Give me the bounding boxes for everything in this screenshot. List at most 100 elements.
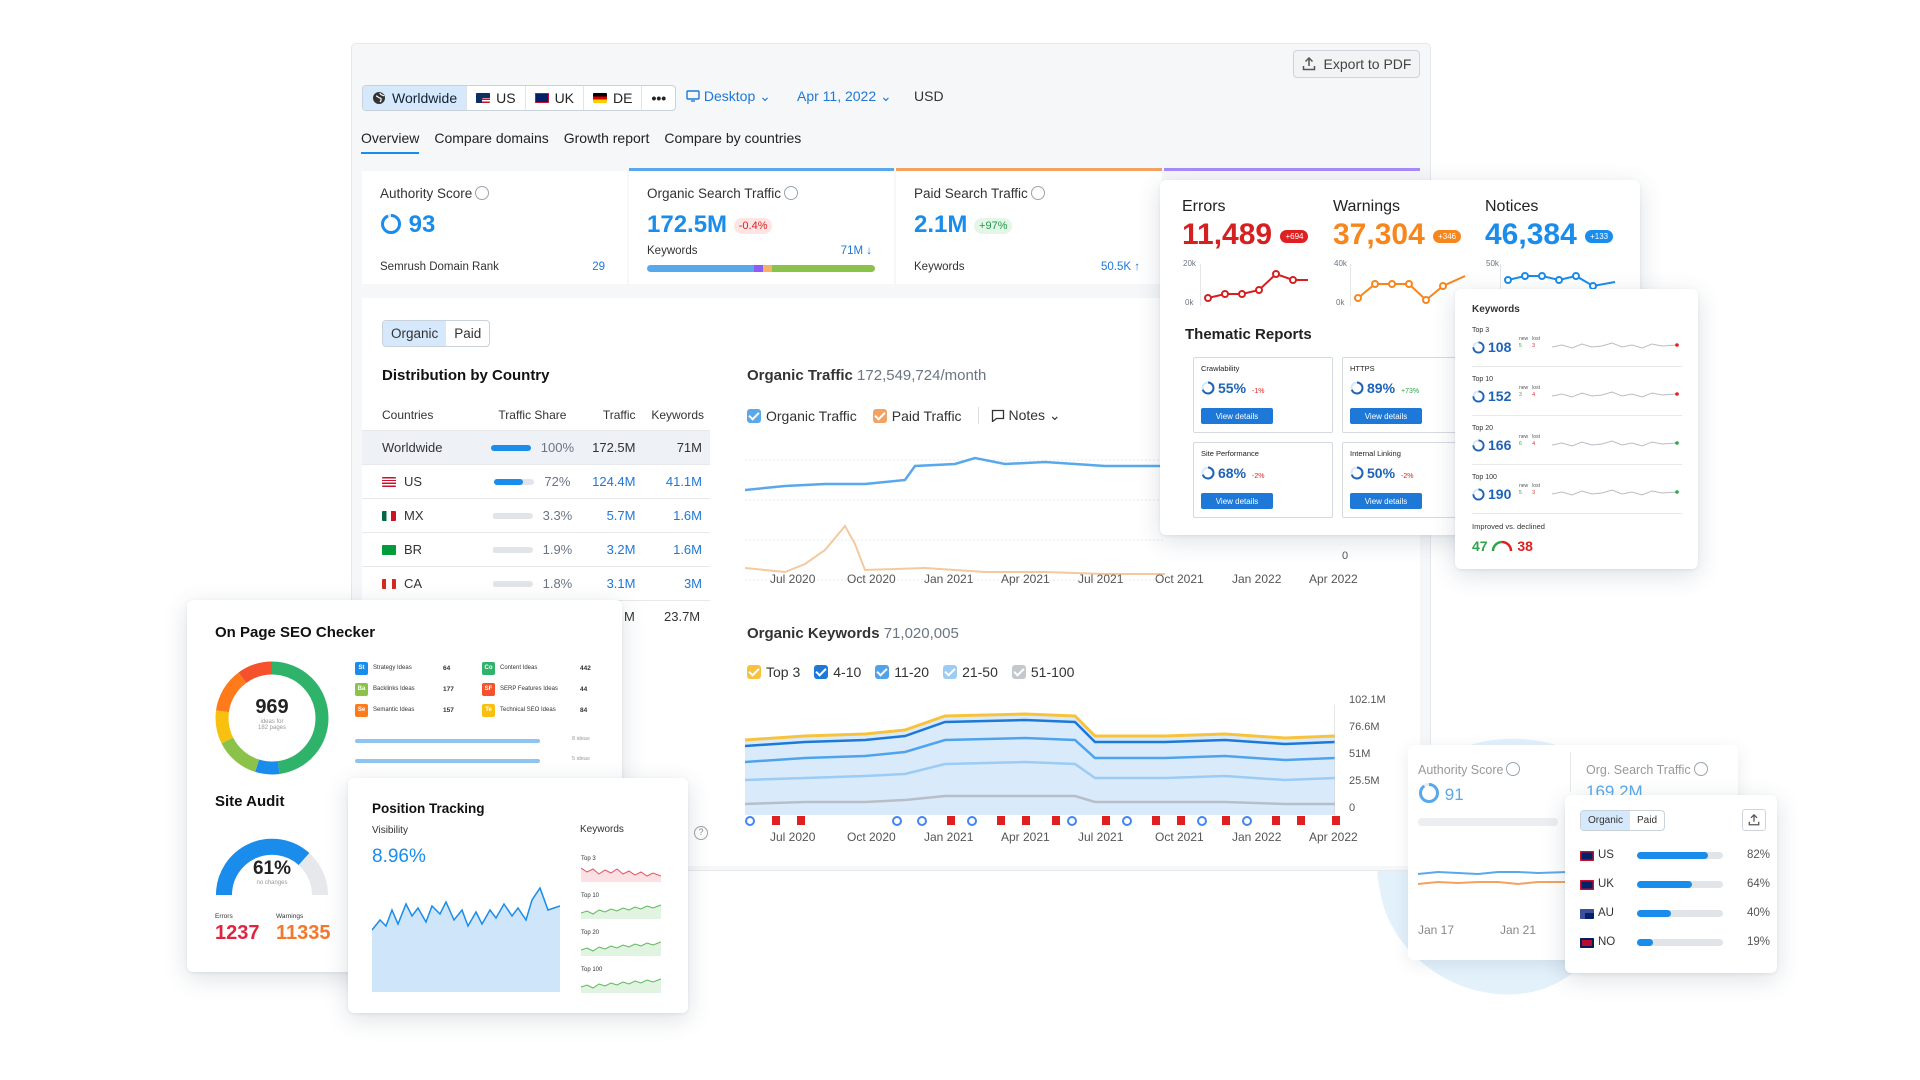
idea-name[interactable]: SERP Features Ideas xyxy=(500,686,558,692)
legend-top3[interactable]: Top 3 xyxy=(747,664,800,680)
x-tick-label: Jul 2020 xyxy=(770,830,816,844)
notes-dropdown[interactable]: Notes ⌄ xyxy=(977,407,1061,424)
tab-overview[interactable]: Overview xyxy=(361,130,420,154)
idea-name[interactable]: Content Ideas xyxy=(500,665,538,671)
keywords-cell[interactable]: 1.6M xyxy=(641,532,710,567)
divider xyxy=(1570,752,1571,792)
info-icon[interactable] xyxy=(1030,186,1045,200)
kw-row-value-block[interactable]: 190 xyxy=(1472,486,1511,502)
legend-51-100[interactable]: 51-100 xyxy=(1011,664,1074,680)
ok-legend: Top 3 4-10 11-20 21-50 51-100 xyxy=(747,664,1074,680)
traffic-cell[interactable]: 3.2M xyxy=(582,532,642,567)
tab-us[interactable]: US xyxy=(467,86,526,110)
toggle-organic[interactable]: Organic xyxy=(383,321,447,346)
kw-row-value-block[interactable]: 108 xyxy=(1472,339,1511,355)
device-selector[interactable]: Desktop ⌄ xyxy=(686,88,771,105)
col-keywords: Keywords xyxy=(641,400,710,431)
keywords-cell[interactable]: 1.6M xyxy=(641,498,710,533)
table-row[interactable]: MX 3.3% 5.7M 1.6M xyxy=(362,498,710,533)
share-bar-fill xyxy=(492,547,497,554)
keywords-cell[interactable]: 41.1M xyxy=(641,464,710,499)
country-flag-icon xyxy=(382,578,396,589)
legend-4-10[interactable]: 4-10 xyxy=(814,664,861,680)
idea-name[interactable]: Backlinks Ideas xyxy=(373,686,415,692)
pt-keywords-label: Keywords xyxy=(580,824,624,835)
audit-warnings-label: Warnings xyxy=(276,913,304,920)
thematic-report-card[interactable]: Site Performance 68% -2% View details xyxy=(1193,442,1333,518)
geo-bar-fill xyxy=(1637,939,1654,946)
idea-name[interactable]: Technical SEO Ideas xyxy=(500,707,556,713)
legend-label: 21-50 xyxy=(962,664,998,680)
keywords-cell[interactable]: 3M xyxy=(641,566,710,601)
view-details-button[interactable]: View details xyxy=(1350,408,1422,424)
lost-value: 4 xyxy=(1532,441,1535,447)
geo-row[interactable]: AU 40% xyxy=(1580,906,1770,922)
kpi-subval[interactable]: 50.5K ↑ xyxy=(1101,261,1140,273)
table-row[interactable]: Worldwide 100% 172.5M 71M xyxy=(362,430,710,465)
ideas-total: 969 ideas for 182 pages xyxy=(214,696,330,731)
metric-label: Errors xyxy=(1182,198,1226,215)
geo-toggle-paid[interactable]: Paid xyxy=(1637,815,1658,826)
traffic-cell[interactable]: 124.4M xyxy=(582,464,642,499)
markers-strip xyxy=(745,816,1340,826)
traffic-cell[interactable]: 5.7M xyxy=(582,498,642,533)
kpi-subval[interactable]: 29 xyxy=(592,261,605,273)
distribution-table: Countries Traffic Share Traffic Keywords… xyxy=(362,400,710,601)
geo-toggle-organic[interactable]: Organic xyxy=(1581,811,1631,830)
tab-compare-domains[interactable]: Compare domains xyxy=(434,130,549,146)
tab-compare-countries[interactable]: Compare by countries xyxy=(664,130,802,146)
table-row[interactable]: US 72% 124.4M 41.1M xyxy=(362,464,710,499)
tab-uk[interactable]: UK xyxy=(526,86,585,110)
legend-organic-traffic[interactable]: Organic Traffic xyxy=(747,408,857,424)
info-icon[interactable] xyxy=(475,186,490,200)
site-audit-sub: no changes xyxy=(256,880,288,886)
more-databases-button[interactable]: ••• xyxy=(642,86,675,110)
kw-row-value-block[interactable]: 166 xyxy=(1472,437,1511,453)
cmp-authority-value: 91 xyxy=(1444,785,1464,804)
idea-name[interactable]: Strategy Ideas xyxy=(373,665,412,671)
lost-col: lost 4 xyxy=(1532,434,1540,448)
date-selector[interactable]: Apr 11, 2022 ⌄ xyxy=(797,88,892,105)
export-pdf-button[interactable]: Export to PDF xyxy=(1293,50,1420,78)
info-icon[interactable] xyxy=(784,186,799,200)
bar-segment xyxy=(772,265,875,272)
us-flag-icon xyxy=(476,93,491,103)
lost-label: lost xyxy=(1532,385,1540,391)
legend-label: Top 3 xyxy=(766,664,801,680)
geo-row[interactable]: UK 64% xyxy=(1580,877,1770,893)
info-icon[interactable] xyxy=(1506,762,1521,776)
geo-toggle: Organic Paid xyxy=(1580,810,1666,831)
kpi-subval[interactable]: 71M ↓ xyxy=(840,245,872,257)
geo-export-button[interactable] xyxy=(1742,809,1766,831)
view-details-button[interactable]: View details xyxy=(1201,493,1273,509)
traffic-cell[interactable]: 3.1M xyxy=(582,566,642,601)
organic-paid-toggle: Organic Paid xyxy=(382,320,491,347)
x-tick-label: Apr 2022 xyxy=(1309,572,1358,586)
table-row[interactable]: BR 1.9% 3.2M 1.6M xyxy=(362,532,710,567)
tab-de[interactable]: DE xyxy=(584,86,643,110)
kw-new-lost: new 5 lost 3 xyxy=(1519,483,1540,497)
pt-title: Position Tracking xyxy=(372,801,485,816)
idea-name[interactable]: Semantic Ideas xyxy=(373,707,415,713)
warnings-metric: Warnings 37,304 +346 xyxy=(1333,198,1473,252)
geo-pct: 82% xyxy=(1746,849,1770,861)
thematic-report-card[interactable]: Crawlability 55% -1% View details xyxy=(1193,357,1333,433)
tab-growth-report[interactable]: Growth report xyxy=(563,130,650,146)
view-details-button[interactable]: View details xyxy=(1201,408,1273,424)
info-icon[interactable] xyxy=(1693,762,1708,776)
legend-paid-traffic[interactable]: Paid Traffic xyxy=(872,408,962,424)
desktop-icon xyxy=(686,90,700,102)
tab-worldwide[interactable]: Worldwide xyxy=(363,86,468,110)
table-row[interactable]: CA 1.8% 3.1M 3M xyxy=(362,566,710,601)
geo-row[interactable]: US 82% xyxy=(1580,848,1770,864)
new-col: new 5 xyxy=(1519,336,1528,350)
notices-ytop: 50k xyxy=(1486,259,1499,268)
help-icon[interactable]: ? xyxy=(694,826,708,840)
legend-11-20[interactable]: 11-20 xyxy=(875,664,929,680)
kw-row-value-block[interactable]: 152 xyxy=(1472,388,1511,404)
view-details-button[interactable]: View details xyxy=(1350,493,1422,509)
legend-21-50[interactable]: 21-50 xyxy=(943,664,998,680)
toggle-paid[interactable]: Paid xyxy=(454,326,482,341)
geo-row[interactable]: NO 19% xyxy=(1580,935,1770,951)
kw-new-lost: new 3 lost 4 xyxy=(1519,385,1540,399)
